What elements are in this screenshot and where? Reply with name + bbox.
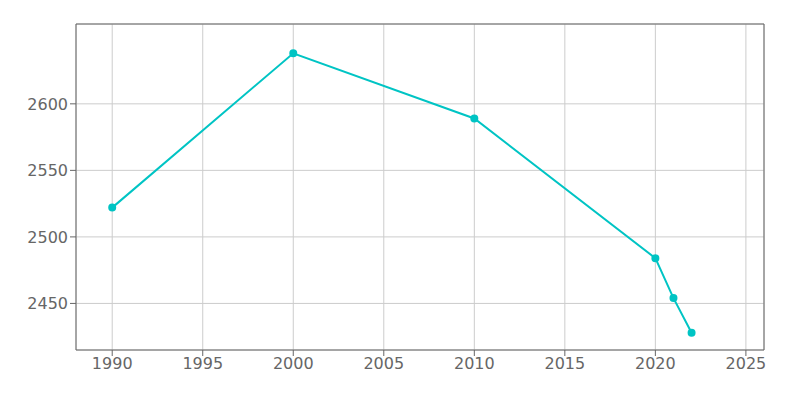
svg-text:2015: 2015 <box>544 354 585 373</box>
svg-text:2600: 2600 <box>27 95 68 114</box>
svg-text:1995: 1995 <box>182 354 223 373</box>
svg-text:2450: 2450 <box>27 294 68 313</box>
svg-text:2020: 2020 <box>635 354 676 373</box>
svg-text:2010: 2010 <box>454 354 495 373</box>
svg-text:2000: 2000 <box>273 354 314 373</box>
svg-text:2005: 2005 <box>363 354 404 373</box>
svg-text:2025: 2025 <box>726 354 767 373</box>
svg-text:2550: 2550 <box>27 161 68 180</box>
svg-text:2500: 2500 <box>27 228 68 247</box>
svg-text:1990: 1990 <box>92 354 133 373</box>
